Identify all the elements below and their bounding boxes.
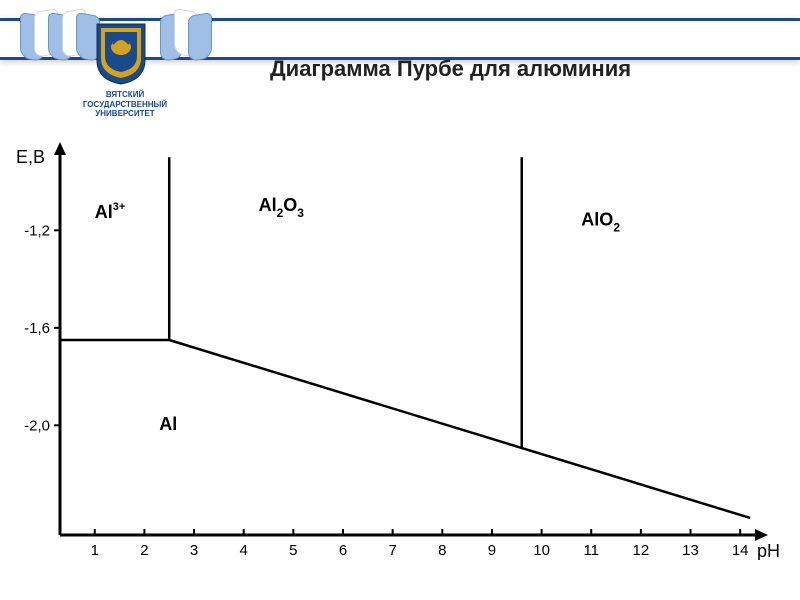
- svg-text:9: 9: [488, 542, 496, 559]
- page-title: Диаграмма Пурбе для алюминия: [270, 56, 631, 82]
- svg-text:Al2O3: Al2O3: [259, 195, 305, 220]
- svg-text:E,В: E,В: [16, 147, 45, 167]
- university-line3: УНИВЕРСИТЕТ: [70, 109, 180, 119]
- svg-text:Al3+: Al3+: [95, 201, 126, 222]
- svg-text:6: 6: [339, 542, 347, 559]
- pourbaix-chart: E,ВрН-1,2-1,6-2,01234567891011121314Al3+…: [10, 140, 780, 560]
- svg-text:Al: Al: [159, 414, 177, 434]
- svg-text:11: 11: [583, 542, 599, 559]
- svg-text:3: 3: [190, 542, 198, 559]
- svg-text:12: 12: [633, 542, 650, 559]
- svg-text:рН: рН: [757, 541, 780, 560]
- svg-text:2: 2: [140, 542, 148, 559]
- svg-text:-1,2: -1,2: [24, 222, 50, 239]
- svg-text:14: 14: [732, 542, 749, 559]
- svg-text:-2,0: -2,0: [24, 417, 50, 434]
- university-line1: ВЯТСКИЙ: [70, 90, 180, 100]
- svg-text:1: 1: [91, 542, 99, 559]
- svg-text:AlO2: AlO2: [581, 209, 620, 234]
- svg-text:5: 5: [289, 542, 297, 559]
- university-logo-icon: [95, 22, 147, 86]
- svg-text:8: 8: [438, 542, 446, 559]
- svg-text:4: 4: [240, 542, 248, 559]
- university-name: ВЯТСКИЙ ГОСУДАРСТВЕННЫЙ УНИВЕРСИТЕТ: [70, 90, 180, 119]
- svg-text:-1,6: -1,6: [24, 320, 50, 337]
- svg-text:10: 10: [533, 542, 550, 559]
- university-line2: ГОСУДАРСТВЕННЫЙ: [70, 100, 180, 110]
- svg-text:7: 7: [388, 542, 396, 559]
- svg-text:13: 13: [682, 542, 699, 559]
